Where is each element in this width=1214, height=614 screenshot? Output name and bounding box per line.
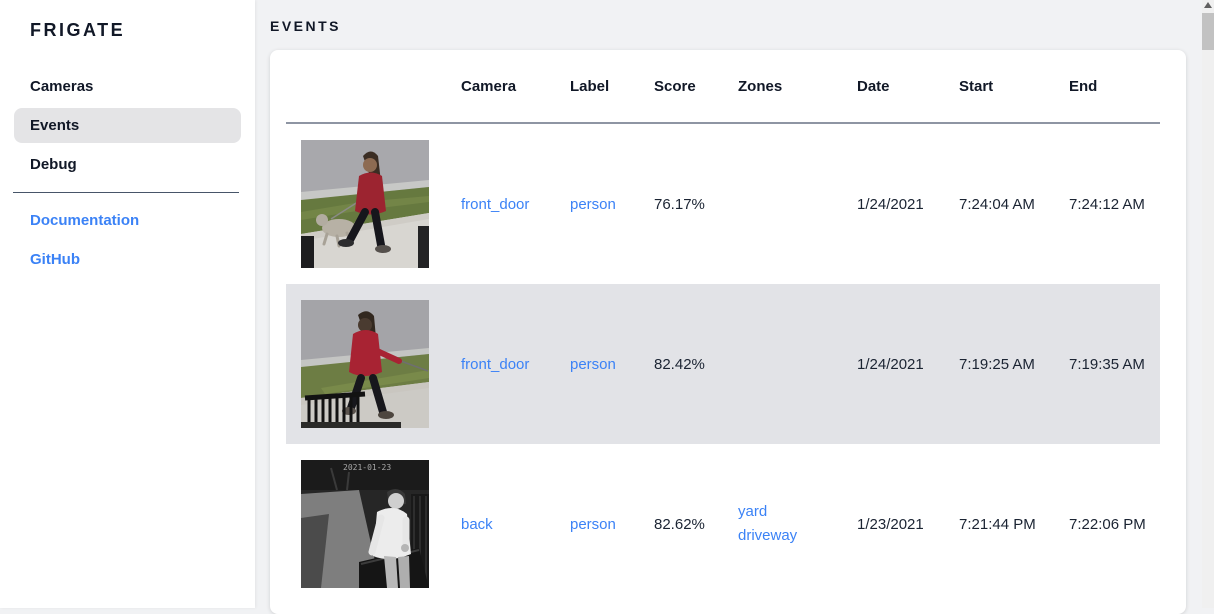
label-link[interactable]: person (570, 195, 616, 213)
zones-cell: yard driveway (723, 500, 842, 548)
end-time-value: 7:19:35 AM (1069, 355, 1145, 373)
score-value: 76.17% (654, 195, 705, 213)
zone-link[interactable]: yard (738, 503, 768, 520)
camera-link[interactable]: front_door (461, 195, 530, 213)
column-header-end: End (1069, 77, 1098, 95)
start-time-value: 7:24:04 AM (959, 195, 1035, 213)
sidebar-nav: Cameras Events Debug (0, 69, 255, 182)
event-thumbnail-image[interactable]: 2021-01-23 (301, 460, 429, 588)
date-value: 1/24/2021 (857, 195, 924, 213)
sidebar-item-cameras[interactable]: Cameras (30, 78, 94, 95)
end-time-value: 7:24:12 AM (1069, 195, 1145, 213)
column-header-camera: Camera (461, 77, 517, 95)
column-header-date: Date (857, 77, 890, 95)
thumbnail-timestamp-overlay: 2021-01-23 (343, 463, 391, 472)
events-card: Camera Label Score Zones Date Start End (270, 50, 1186, 614)
sidebar-item-events[interactable]: Events (14, 108, 241, 143)
camera-link[interactable]: back (461, 515, 493, 533)
label-link[interactable]: person (570, 515, 616, 533)
label-link[interactable]: person (570, 355, 616, 373)
window-scrollbar[interactable] (1202, 0, 1214, 608)
score-value: 82.42% (654, 355, 705, 373)
sidebar-divider (13, 192, 239, 193)
score-value: 82.62% (654, 515, 705, 533)
event-thumbnail-image[interactable] (301, 140, 429, 268)
thumbnail-cell (286, 140, 446, 268)
scrollbar-up-arrow-icon[interactable] (1204, 2, 1212, 8)
sidebar-item-debug[interactable]: Debug (30, 156, 77, 173)
date-value: 1/23/2021 (857, 515, 924, 533)
table-header-row: Camera Label Score Zones Date Start End (286, 50, 1160, 124)
page-title: EVENTS (270, 18, 342, 34)
event-thumbnail-image[interactable] (301, 300, 429, 428)
thumbnail-cell (286, 300, 446, 428)
date-value: 1/24/2021 (857, 355, 924, 373)
thumbnail-cell: 2021-01-23 (286, 460, 446, 588)
event-row[interactable]: front_door person 82.42% 1/24/2021 7:19:… (286, 284, 1160, 444)
zone-link[interactable]: driveway (738, 527, 798, 544)
sidebar: FRIGATE Cameras Events Debug Documentati… (0, 0, 255, 608)
event-row[interactable]: front_door person 76.17% 1/24/2021 7:24:… (286, 124, 1160, 284)
column-header-zones: Zones (738, 77, 783, 95)
end-time-value: 7:22:06 PM (1069, 515, 1146, 533)
sidebar-link-github[interactable]: GitHub (30, 251, 80, 268)
column-header-label: Label (570, 77, 610, 95)
main-content: EVENTS Camera Label Score Zones Date Sta… (255, 0, 1214, 614)
column-header-score: Score (654, 77, 696, 95)
column-header-start: Start (959, 77, 994, 95)
event-row[interactable]: 2021-01-23 back person 82.62% yard drive… (286, 444, 1160, 604)
start-time-value: 7:21:44 PM (959, 515, 1036, 533)
sidebar-link-documentation[interactable]: Documentation (30, 212, 140, 229)
scrollbar-thumb[interactable] (1202, 13, 1214, 50)
start-time-value: 7:19:25 AM (959, 355, 1035, 373)
app-title: FRIGATE (30, 20, 126, 40)
camera-link[interactable]: front_door (461, 355, 530, 373)
